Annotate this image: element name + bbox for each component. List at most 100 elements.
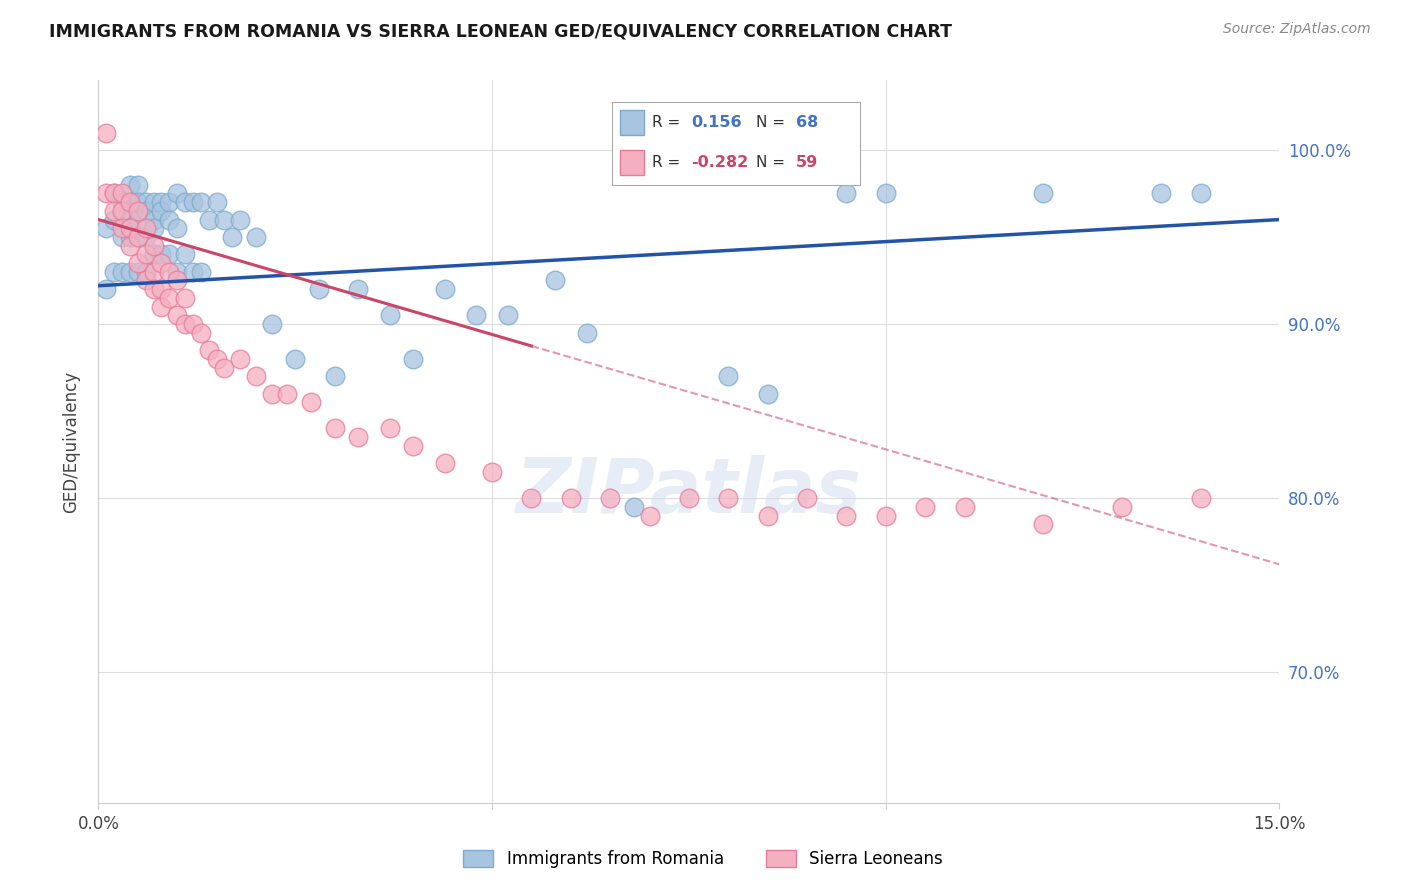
Point [142,195,165,210]
Point [150,282,173,296]
Point [166,186,188,201]
Point [205,195,228,210]
Point [135,273,157,287]
Point [544,273,567,287]
Text: ZIPatlas: ZIPatlas [516,455,862,529]
Point [174,317,197,331]
Point [756,508,779,523]
Legend: Immigrants from Romania, Sierra Leoneans: Immigrants from Romania, Sierra Leoneans [457,843,949,875]
Point [127,195,149,210]
Point [150,195,173,210]
Point [914,500,936,514]
Point [1189,491,1212,505]
Point [229,351,252,366]
Point [190,265,212,279]
Text: IMMIGRANTS FROM ROMANIA VS SIERRA LEONEAN GED/EQUIVALENCY CORRELATION CHART: IMMIGRANTS FROM ROMANIA VS SIERRA LEONEA… [49,22,952,40]
Point [245,230,267,244]
Point [229,212,252,227]
Point [678,491,700,505]
Point [111,265,134,279]
Point [166,273,188,287]
Point [135,265,157,279]
Point [166,265,188,279]
Point [127,203,149,218]
Point [1189,186,1212,201]
Point [717,491,740,505]
Point [103,186,125,201]
Point [323,369,346,384]
Point [127,178,149,192]
Point [174,195,197,210]
Point [299,395,322,409]
Point [221,230,243,244]
Point [433,456,456,470]
Text: Source: ZipAtlas.com: Source: ZipAtlas.com [1223,22,1371,37]
Point [142,212,165,227]
Point [1111,500,1133,514]
Point [323,421,346,435]
Point [190,195,212,210]
Point [142,221,165,235]
Point [433,282,456,296]
Point [96,186,118,201]
Point [575,326,598,340]
Point [150,247,173,261]
Point [135,195,157,210]
Point [1032,186,1054,201]
Point [599,491,621,505]
Point [717,369,740,384]
Point [260,386,283,401]
Point [166,308,188,322]
Point [157,212,180,227]
Point [1150,186,1173,201]
Point [308,282,330,296]
Point [142,265,165,279]
Point [481,465,503,479]
Point [135,221,157,235]
Point [157,247,180,261]
Point [181,317,204,331]
Point [118,265,141,279]
Point [197,343,219,358]
Point [166,221,188,235]
Point [127,256,149,270]
Point [118,212,141,227]
Point [347,430,370,444]
Point [181,265,204,279]
Point [103,203,125,218]
Point [190,326,212,340]
Point [118,238,141,252]
Point [402,351,425,366]
Point [953,500,976,514]
Point [276,386,298,401]
Point [118,195,141,210]
Point [103,212,125,227]
Point [465,308,488,322]
Point [796,491,818,505]
Point [875,186,897,201]
Point [96,221,118,235]
Point [197,212,219,227]
Point [245,369,267,384]
Point [496,308,519,322]
Point [150,203,173,218]
Point [174,291,197,305]
Point [103,186,125,201]
Point [96,126,118,140]
Point [111,203,134,218]
Point [127,230,149,244]
Point [174,247,197,261]
Point [214,212,236,227]
Point [835,186,858,201]
Point [150,300,173,314]
Point [135,247,157,261]
Point [378,308,401,322]
Point [111,186,134,201]
Point [214,360,236,375]
Point [560,491,582,505]
Point [1032,517,1054,532]
Point [260,317,283,331]
Point [157,265,180,279]
Point [157,195,180,210]
Point [142,282,165,296]
